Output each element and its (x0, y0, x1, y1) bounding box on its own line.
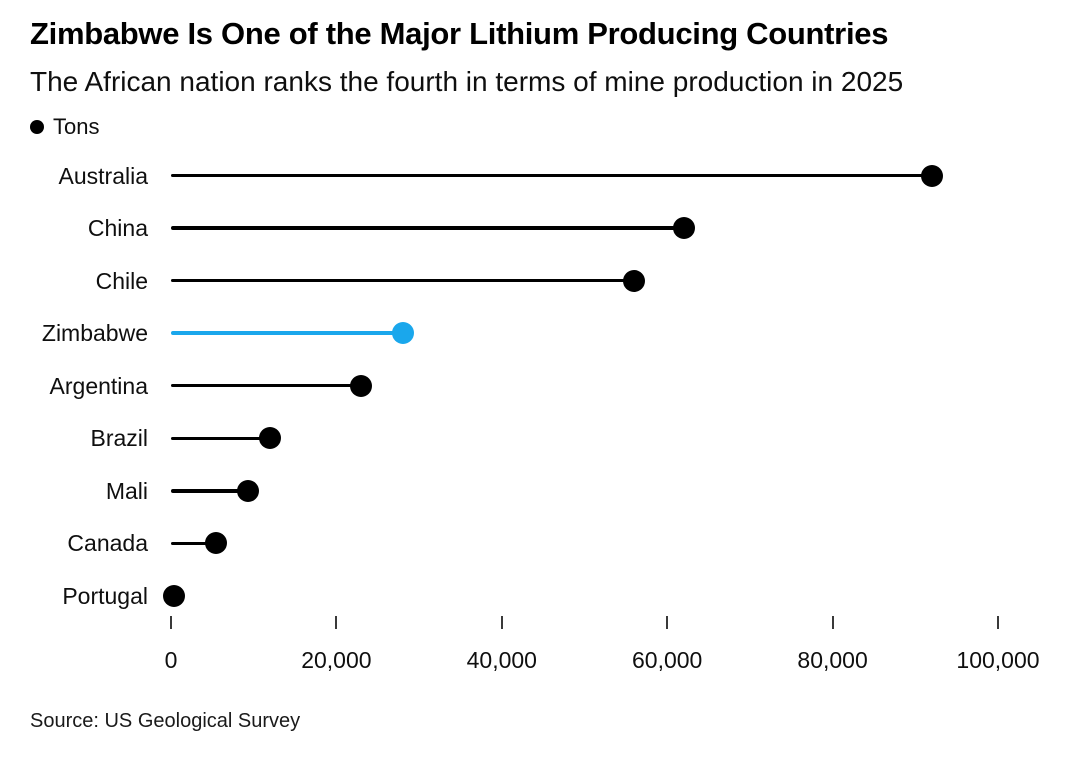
lollipop-line-chile (171, 278, 635, 283)
x-axis-tick-1 (335, 616, 338, 629)
lollipop-line-australia (171, 173, 932, 178)
lollipop-line-argentina (171, 383, 362, 388)
x-axis-tick-3 (666, 616, 669, 629)
lollipop-dot-zimbabwe (391, 322, 414, 345)
lollipop-line-zimbabwe (171, 331, 403, 335)
category-label-china: China (87, 215, 148, 242)
x-axis-tick-0 (170, 616, 172, 629)
lollipop-dot-canada (205, 532, 228, 555)
x-axis-tick-label-4: 80,000 (797, 647, 868, 673)
x-axis-tick-label-3: 60,000 (632, 647, 703, 673)
legend-label: Tons (53, 114, 100, 139)
category-label-brazil: Brazil (90, 425, 148, 452)
lollipop-dot-china (672, 217, 695, 240)
x-axis-tick-5 (997, 616, 999, 629)
x-axis-tick-label-2: 40,000 (466, 647, 537, 673)
x-axis-tick-label-1: 20,000 (301, 647, 372, 673)
x-axis-tick-4 (831, 616, 834, 629)
x-axis-tick-label-5: 100,000 (956, 647, 1040, 673)
lollipop-line-china (171, 226, 684, 230)
category-label-canada: Canada (67, 530, 148, 557)
category-label-mali: Mali (105, 477, 148, 504)
category-label-argentina: Argentina (49, 372, 148, 399)
lollipop-dot-mali (236, 479, 259, 502)
x-axis-tick-2 (500, 616, 503, 629)
chart-title: Zimbabwe Is One of the Major Lithium Pro… (30, 16, 889, 51)
lollipop-line-brazil (171, 436, 271, 441)
lollipop-dot-argentina (350, 374, 373, 397)
x-axis-tick-label-0: 0 (164, 647, 178, 673)
lollipop-dot-australia (920, 164, 943, 187)
category-label-australia: Australia (58, 162, 148, 189)
category-label-zimbabwe: Zimbabwe (41, 320, 148, 347)
legend: Tons (30, 113, 99, 141)
category-label-chile: Chile (95, 267, 148, 294)
lollipop-dot-chile (623, 269, 646, 292)
lollipop-dot-portugal (163, 584, 186, 607)
category-label-portugal: Portugal (62, 582, 148, 609)
chart-subtitle: The African nation ranks the fourth in t… (30, 66, 904, 97)
filled-circle-icon (30, 120, 44, 134)
source-attribution: Source: US Geological Survey (30, 710, 301, 732)
lollipop-line-canada (171, 541, 217, 546)
lollipop-dot-brazil (259, 427, 282, 450)
lollipop-line-mali (171, 489, 248, 493)
